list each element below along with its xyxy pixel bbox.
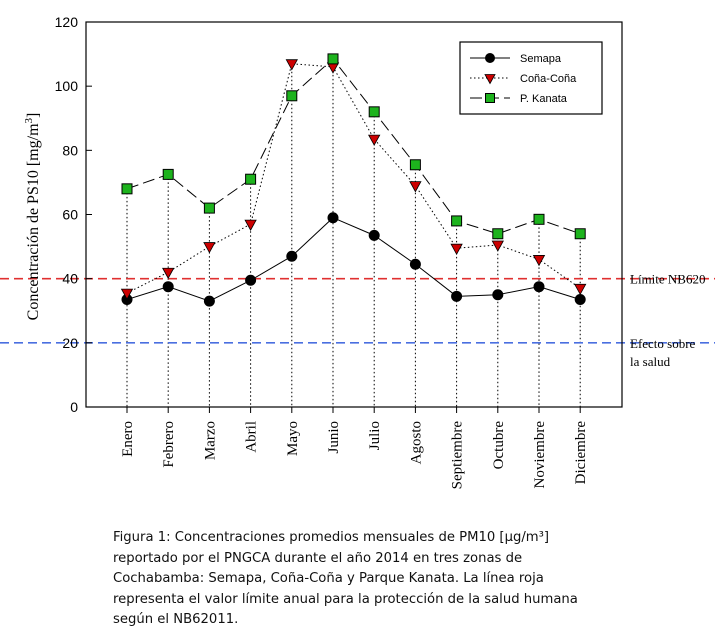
legend: Semapa Coña-Coña P. Kanata [459, 41, 603, 115]
data-point [533, 213, 545, 225]
x-tick-label: Enero [120, 421, 136, 457]
legend-label: Semapa [520, 53, 562, 65]
data-point [203, 242, 216, 254]
data-series [120, 53, 587, 307]
data-point [121, 183, 133, 195]
x-tick-label: Mayo [285, 421, 301, 456]
series-co-a-co-a [120, 59, 587, 300]
y-tick-label: 80 [62, 142, 78, 158]
y-tick-label: 60 [62, 207, 78, 223]
x-tick-label: Junio [326, 421, 342, 454]
data-point [451, 290, 463, 302]
data-point [120, 288, 134, 300]
data-point [533, 281, 545, 293]
y-tick-label: 100 [55, 78, 79, 94]
series-line [126, 58, 581, 235]
data-point [491, 240, 504, 252]
reference-line-label: la salud [630, 354, 671, 369]
data-point [286, 90, 298, 102]
x-tick-label: Marzo [202, 421, 218, 460]
y-tick-label: 120 [55, 14, 79, 30]
data-point [485, 53, 495, 63]
reference-line-labels: Límite NB620 Efecto sobre la salud [630, 272, 705, 369]
data-point [492, 289, 504, 301]
y-tick-label: 0 [70, 399, 78, 415]
data-point [574, 228, 586, 240]
x-tick-label: Febrero [161, 421, 177, 468]
y-tick-label: 20 [62, 335, 78, 351]
data-point [574, 294, 586, 306]
x-tick-label: Diciembre [573, 421, 589, 485]
data-point [162, 267, 175, 280]
data-point [162, 281, 174, 293]
data-point [450, 243, 463, 256]
data-point [245, 173, 257, 185]
series-line [126, 63, 581, 294]
series-semapa [121, 212, 586, 307]
x-tick-label: Septiembre [450, 421, 466, 490]
data-point [368, 106, 380, 118]
x-tick-label: Noviembre [532, 421, 548, 489]
data-point [203, 202, 215, 214]
data-point [245, 274, 257, 286]
x-tick-label: Julio [367, 421, 383, 450]
legend-box [459, 41, 603, 115]
data-point [286, 250, 298, 262]
data-point [326, 62, 340, 74]
data-point [451, 215, 463, 227]
data-point [485, 93, 495, 103]
y-tick-label: 40 [62, 271, 78, 287]
y-axis-label: Concentración de PS10 [mg/m3] [23, 113, 42, 321]
data-point [162, 168, 174, 180]
x-tick-label: Octubre [491, 421, 507, 470]
series-line [126, 217, 581, 302]
data-point [368, 134, 381, 146]
data-point [484, 74, 496, 85]
data-point [492, 228, 504, 240]
data-point [409, 258, 421, 270]
reference-line-label: Límite NB620 [630, 272, 705, 287]
reference-line-label: Efecto sobre [630, 336, 696, 351]
data-point [285, 59, 298, 71]
figure-caption: Figura 1: Concentraciones promedios mens… [113, 530, 578, 627]
data-point [244, 219, 257, 231]
data-point [409, 181, 422, 193]
x-tick-label: Agosto [408, 421, 424, 464]
data-point [368, 229, 380, 241]
x-tick-label: Abril [244, 421, 260, 453]
data-point [409, 159, 421, 171]
data-point [327, 53, 339, 65]
data-point [532, 255, 546, 267]
pm10-chart: 0 20 40 60 80 100 120 Enero Febrero Marzo Abril Ma… [0, 14, 715, 489]
legend-label: P. Kanata [520, 93, 568, 105]
data-point [203, 295, 215, 307]
series-p-kanata [121, 53, 586, 240]
x-axis-ticks: Enero Febrero Marzo Abril Mayo Junio Julio Agos… [120, 407, 589, 489]
y-axis-ticks: 0 20 40 60 80 100 120 [55, 14, 92, 415]
data-point [327, 212, 339, 224]
legend-label: Coña-Coña [520, 73, 577, 85]
data-point [574, 283, 587, 296]
reference-lines [0, 277, 715, 344]
